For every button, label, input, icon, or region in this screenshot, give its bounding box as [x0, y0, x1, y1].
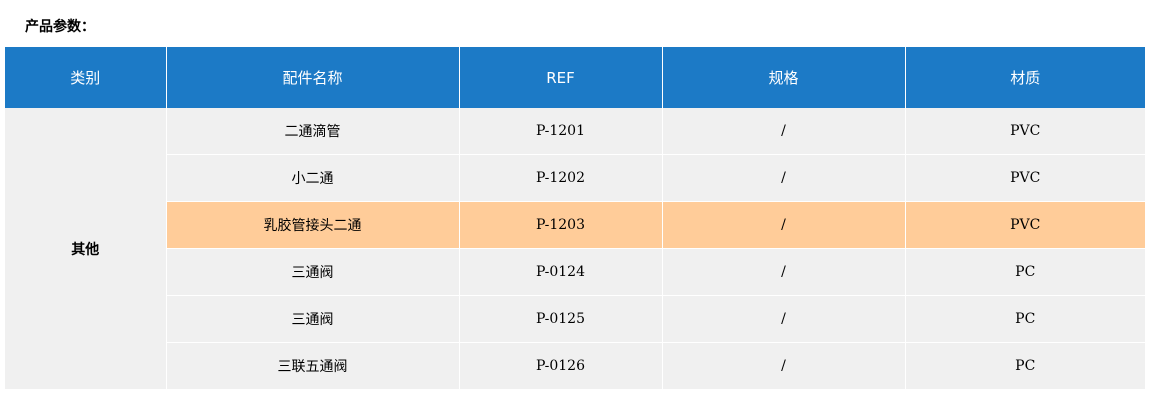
cell-material: PVC: [905, 201, 1145, 249]
header-ref: REF: [459, 47, 663, 108]
table-row: 其他 二通滴管 P-1201/PVC: [5, 108, 1145, 390]
cell-spec: /: [662, 154, 906, 202]
cell-part-name: 小二通: [166, 154, 460, 202]
product-params-table: 类别 配件名称 REF 规格 材质 其他 二通滴管 P-1201/PVC 小二通 P-1…: [5, 47, 1145, 390]
cell-spec: /: [662, 248, 906, 296]
table-body: 其他 二通滴管 P-1201/PVC 小二通 P-1202/PVC 乳胶管接头二通 P-12…: [5, 108, 1145, 390]
cell-ref: P-0126: [459, 342, 663, 390]
section-title: 产品参数：: [25, 19, 95, 35]
cell-material: PC: [905, 295, 1145, 343]
cell-material: PVC: [905, 108, 1145, 155]
header-part-name: 配件名称: [166, 47, 460, 108]
cell-material: PC: [905, 342, 1145, 390]
table-row: 小二通 P-1202/PVC: [5, 154, 1145, 202]
cell-spec: /: [662, 108, 906, 155]
cell-spec: /: [662, 342, 906, 390]
cell-category: 其他: [5, 108, 167, 390]
cell-material: PVC: [905, 154, 1145, 202]
table-row: 乳胶管接头二通 P-1203/PVC: [5, 201, 1145, 249]
table-row: 三通阀 P-0125/PC: [5, 295, 1145, 343]
cell-part-name: 三通阀: [166, 248, 460, 296]
cell-ref: P-1201: [459, 108, 663, 155]
cell-ref: P-1202: [459, 154, 663, 202]
header-material: 材质: [905, 47, 1145, 108]
header-category: 类别: [5, 47, 167, 108]
table-header-row: 类别 配件名称 REF 规格 材质: [5, 47, 1145, 108]
cell-ref: P-1203: [459, 201, 663, 249]
cell-ref: P-0124: [459, 248, 663, 296]
cell-part-name: 乳胶管接头二通: [166, 201, 460, 249]
cell-part-name: 三联五通阀: [166, 342, 460, 390]
header-spec: 规格: [662, 47, 906, 108]
cell-spec: /: [662, 201, 906, 249]
table-row: 三通阀 P-0124/PC: [5, 248, 1145, 296]
cell-ref: P-0125: [459, 295, 663, 343]
cell-part-name: 三通阀: [166, 295, 460, 343]
cell-part-name: 二通滴管: [166, 108, 460, 155]
cell-material: PC: [905, 248, 1145, 296]
cell-spec: /: [662, 295, 906, 343]
table-row: 三联五通阀 P-0126/PC: [5, 342, 1145, 390]
